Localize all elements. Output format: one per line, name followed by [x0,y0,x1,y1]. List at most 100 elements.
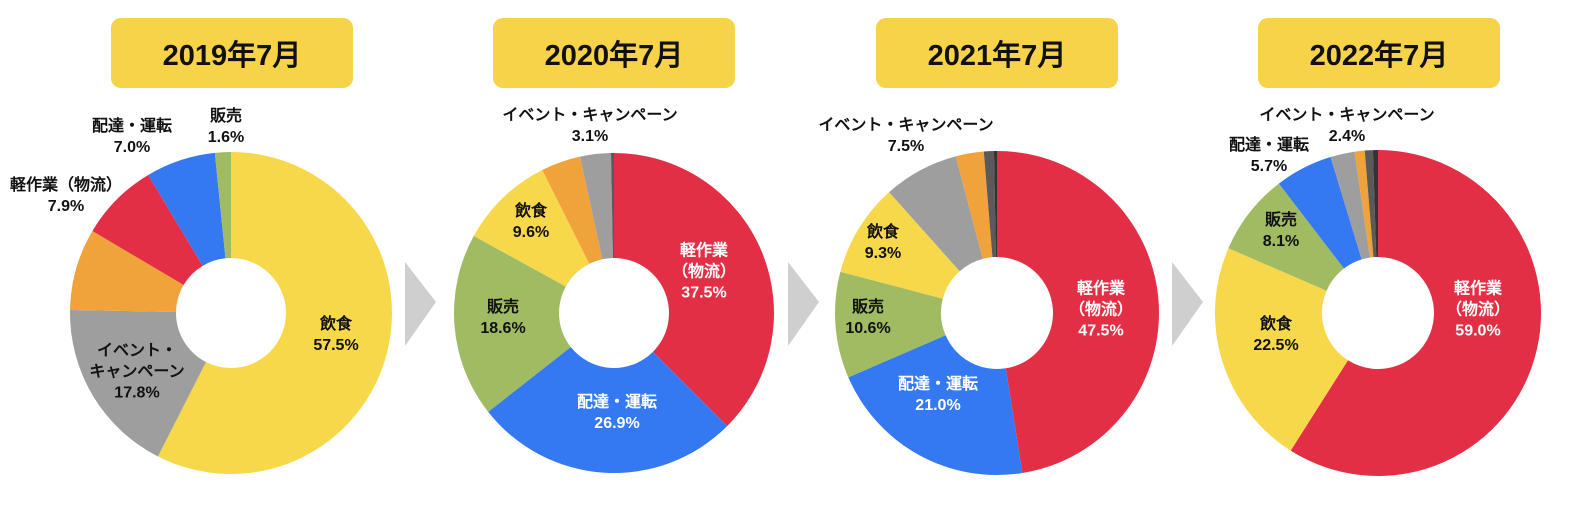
data-label-value: 26.9% [594,415,640,432]
slice-other [1354,150,1374,258]
slice-other [542,156,603,264]
data-label: 配達・運転 26.9% [577,392,657,434]
slice-other [70,231,184,312]
data-label-value: 10.6% [845,320,891,337]
slice-飲食 [840,192,960,299]
data-label-name: 配達・運転 [91,118,173,135]
title-2022: 2022年7月 [1258,18,1500,88]
data-label: 軽作業 （物流） 59.0% [1446,279,1510,342]
slice-販売 [835,271,946,378]
slice-イベント・キャンペーン [580,153,613,260]
data-label-name: 飲食 [514,203,547,220]
data-label-value: 17.8% [114,384,160,402]
data-label-name: 軽作業 [1453,280,1503,298]
data-label-value: 1.6% [207,129,245,146]
data-label-name: （物流） [1445,301,1511,319]
slice-軽作業（物流） [92,174,203,286]
arrow-right-icon [405,262,436,346]
data-label-name: 販売 [851,299,884,316]
data-label-value: 8.1% [1262,233,1300,250]
data-label: 軽作業 （物流） 47.5% [1069,279,1133,342]
arrow-right-icon [1172,262,1203,346]
data-label-name: イベント・キャンペーン [818,117,994,134]
slice-other3 [993,151,997,258]
data-label-name: （物流） [671,263,737,281]
data-label: 販売 10.6% [845,297,890,339]
data-label-name: 配達・運転 [576,394,658,411]
data-label: イベント・キャンペーン 7.5% [818,115,993,157]
data-label: 軽作業（物流） 7.9% [10,175,122,217]
slice-飲食 [1215,248,1348,451]
data-label-value: 9.3% [864,245,902,262]
data-label: 飲食 57.5% [313,314,358,356]
title-2019: 2019年7月 [111,18,353,88]
data-label-value: 7.0% [113,139,151,156]
data-label: 飲食 9.3% [865,222,901,264]
data-label-value: 7.9% [47,198,85,215]
data-label-value: 5.7% [1250,158,1288,175]
data-label-name: 配達・運転 [897,376,979,393]
slice-販売 [1228,183,1344,291]
slice-other3 [1372,150,1378,258]
slice-飲食 [157,152,392,474]
data-label-value: 2.4% [1328,128,1366,145]
slice-販売 [454,235,571,412]
slice-イベント・キャンペーン [889,156,983,272]
data-label-name: イベント・キャンペーン [502,107,678,124]
data-label-name: 飲食 [866,224,899,241]
data-label-value: 57.5% [313,337,359,354]
data-label: 販売 18.6% [480,297,525,339]
data-label: 配達・運転 21.0% [898,374,978,416]
title-2021: 2021年7月 [876,18,1118,88]
data-label-value: 18.6% [480,320,526,337]
data-label-value: 3.1% [571,128,609,145]
data-label: イベント・キャンペーン 2.4% [1259,105,1434,147]
data-label-value: 59.0% [1455,322,1501,340]
data-label: イベント・キャンペーン 17.8% [89,341,184,404]
data-label-name: キャンペーン [89,363,185,381]
title-2020: 2020年7月 [493,18,735,88]
data-label: 飲食 9.6% [513,201,549,243]
arrow-right-icon [788,262,819,346]
data-label: 軽作業 （物流） 37.5% [672,241,736,304]
slice-配達・運転 [1278,157,1362,269]
data-label-value: 7.5% [887,138,925,155]
data-label-name: 軽作業 [1076,280,1126,298]
data-label-name: 配達・運転 [1228,137,1310,154]
data-label-name: 販売 [1264,212,1297,229]
slice-イベント・キャンペーン [1330,151,1370,260]
slice-配達・運転 [148,152,226,266]
slice-軽作業（物流） [1290,150,1541,477]
data-label: 飲食 22.5% [1253,314,1298,356]
slice-軽作業（物流） [997,151,1160,474]
data-label-value: 9.6% [512,224,550,241]
data-label: 配達・運転 7.0% [92,116,172,158]
data-label-name: 軽作業（物流） [9,177,123,194]
data-label: イベント・キャンペーン 3.1% [502,105,677,147]
donut-chart-2021年7月 [835,151,1160,476]
data-label-name: 販売 [209,108,242,125]
slice-飲食 [473,169,590,287]
slice-配達・運転 [488,346,728,473]
data-label-value: 21.0% [915,397,961,414]
data-label: 販売 1.6% [208,106,244,148]
donut-chart-2019年7月 [70,152,392,474]
data-label-value: 22.5% [1253,337,1299,354]
data-label-name: 飲食 [1259,316,1292,333]
data-label-name: イベント・ [96,342,178,360]
data-label-name: （物流） [1068,301,1134,319]
slice-配達・運転 [848,335,1023,476]
data-label: 販売 8.1% [1263,210,1299,252]
slice-other2 [1364,150,1377,258]
data-label-name: 飲食 [319,316,352,333]
slice-other [955,151,993,259]
slice-販売 [214,152,231,259]
slice-軽作業（物流） [614,153,774,427]
donut-chart-2020年7月 [454,153,774,473]
data-label-value: 47.5% [1078,322,1124,340]
slice-other2 [610,153,614,259]
donut-chart-2022年7月 [1215,150,1541,477]
data-label-name: 販売 [486,299,519,316]
slice-イベント・キャンペーン [70,309,207,457]
